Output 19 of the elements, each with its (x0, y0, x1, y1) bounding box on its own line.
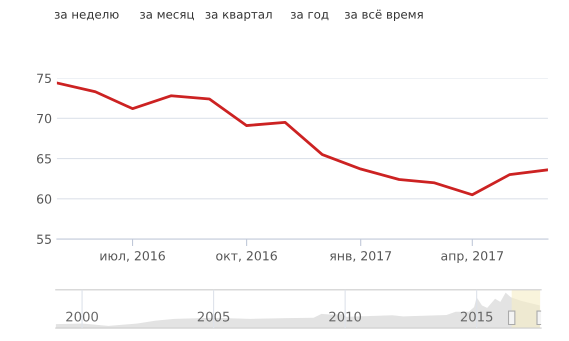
y-tick-label: 60 (37, 194, 52, 204)
text: за неделю (54, 12, 119, 20)
x-tick-label: 2000 (66, 312, 98, 322)
text: за всё время (345, 10, 423, 22)
y-tick-label: 65 (37, 154, 51, 164)
text: за квартал (206, 12, 272, 22)
y-tick-label: 55 (37, 234, 51, 244)
x-tick-label: янв, 2017 (330, 251, 392, 262)
x-tick-label: окт, 2016 (216, 251, 277, 262)
x-tick-label: 2010 (329, 312, 362, 322)
x-tick-label: 2005 (198, 312, 230, 322)
x-tick-label: 2015 (460, 312, 492, 322)
x-tick-label: июл, 2016 (100, 251, 165, 262)
x-tick-label: апр, 2017 (441, 251, 503, 263)
text: за месяц (140, 12, 194, 20)
y-tick-label: 75 (37, 74, 51, 84)
text: за год (290, 12, 328, 20)
line-series (56, 82, 548, 196)
y-tick-label: 70 (37, 114, 52, 124)
